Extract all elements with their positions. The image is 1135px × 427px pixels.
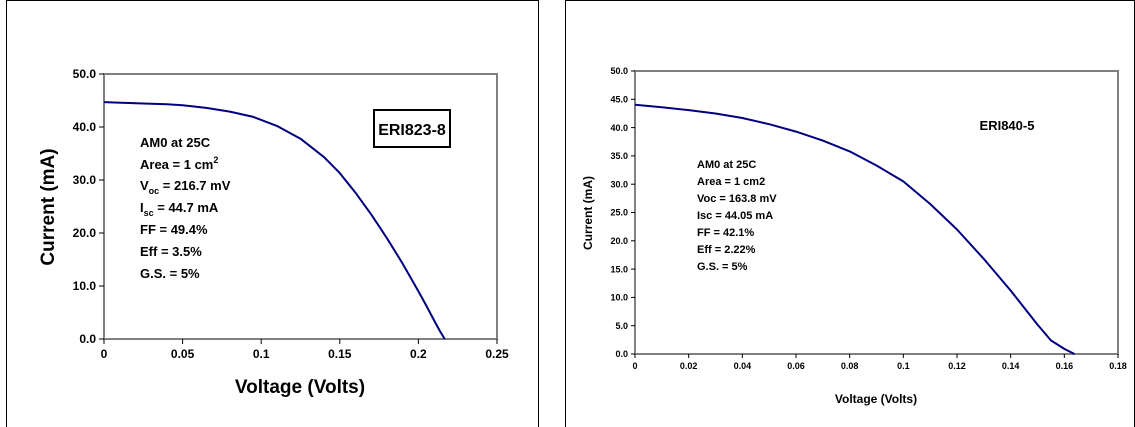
x-tick-label: 0.1 xyxy=(253,347,270,361)
x-tick-label: 0.16 xyxy=(1056,361,1074,371)
y-tick-label: 50.0 xyxy=(610,66,628,76)
y-axis-label-2: Current (mA) xyxy=(581,176,595,250)
sample-label-box-1 xyxy=(373,109,451,148)
y-tick-label: 5.0 xyxy=(615,321,628,331)
x-tick-label: 0 xyxy=(632,361,637,371)
plot-area-1 xyxy=(103,73,498,340)
x-tick-label: 0.1 xyxy=(897,361,910,371)
y-tick-label: 50.0 xyxy=(73,67,97,81)
x-tick-label: 0.06 xyxy=(787,361,805,371)
y-axis-label-1: Current (mA) xyxy=(38,148,59,265)
x-tick-label: 0.25 xyxy=(485,347,509,361)
annotation-line: Isc = 44.05 mA xyxy=(697,210,773,222)
x-tick-label: 0.18 xyxy=(1109,361,1127,371)
x-tick-label: 0.15 xyxy=(328,347,352,361)
x-tick-label: 0.02 xyxy=(680,361,698,371)
y-tick-label: 30.0 xyxy=(610,179,628,189)
x-tick-label: 0.04 xyxy=(734,361,752,371)
y-tick-label: 35.0 xyxy=(610,151,628,161)
x-tick-label: 0 xyxy=(101,347,108,361)
x-tick-label: 0.2 xyxy=(410,347,427,361)
sample-label-2: ERI840-5 xyxy=(980,118,1035,133)
x-tick-label: 0.14 xyxy=(1002,361,1020,371)
x-tick-label: 0.05 xyxy=(171,347,195,361)
annotation-line: FF = 49.4% xyxy=(140,222,208,237)
y-tick-label: 45.0 xyxy=(610,94,628,104)
annotation-line: AM0 at 25C xyxy=(140,135,211,150)
chart-2-svg: 0.0 5.0 10.0 15.0 20.0 25.0 30.0 35.0 40.0 45.0 50… xyxy=(581,66,1127,406)
annotation-line: Area = 1 cm2 xyxy=(697,176,765,188)
chart-1-svg: 0.0 10.0 20.0 30.0 40.0 50.0 0 0.05 0.1 0.15 0.2 0.… xyxy=(38,67,509,398)
ticks-1: 0.0 10.0 20.0 30.0 40.0 50.0 0 0.05 0.1 0.15 0.2 0.… xyxy=(73,67,509,361)
annotation-block-2: AM0 at 25C Area = 1 cm2 Voc = 163.8 mV I… xyxy=(697,159,777,273)
sample-label-1: ERI823-8 xyxy=(378,122,446,139)
ticks-2: 0.0 5.0 10.0 15.0 20.0 25.0 30.0 35.0 40.0 45.0 50… xyxy=(610,66,1126,371)
annotation-line: AM0 at 25C xyxy=(697,159,756,171)
chart-panel-2: 0.0 5.0 10.0 15.0 20.0 25.0 30.0 35.0 40.0 45.0 50… xyxy=(565,0,1135,427)
annotation-line: G.S. = 5% xyxy=(140,266,200,281)
iv-curve xyxy=(103,101,446,340)
annotation-line: Eff = 3.5% xyxy=(140,244,202,259)
y-tick-label: 0.0 xyxy=(615,349,628,359)
x-axis-label-1: Voltage (Volts) xyxy=(235,377,365,398)
annotation-line: Isc = 44.7 mA xyxy=(140,200,219,218)
annotation-block-1: AM0 at 25C Area = 1 cm2 Voc = 216.7 mV I… xyxy=(140,135,231,281)
chart-panel-1: 0.0 10.0 20.0 30.0 40.0 50.0 0 0.05 0.1 0.15 0.2 0.… xyxy=(6,0,539,427)
annotation-line: Area = 1 cm2 xyxy=(140,155,218,172)
y-tick-label: 25.0 xyxy=(610,208,628,218)
y-tick-label: 40.0 xyxy=(73,120,97,134)
annotation-line: Voc = 163.8 mV xyxy=(697,193,777,205)
y-tick-label: 15.0 xyxy=(610,264,628,274)
x-axis-label-2: Voltage (Volts) xyxy=(835,392,917,406)
series-line-2 xyxy=(634,103,1075,355)
series-line-1 xyxy=(103,101,446,340)
x-tick-label: 0.08 xyxy=(841,361,859,371)
y-tick-label: 10.0 xyxy=(73,279,97,293)
annotation-line: Voc = 216.7 mV xyxy=(140,178,231,196)
y-tick-label: 0.0 xyxy=(79,332,96,346)
annotation-line: FF = 42.1% xyxy=(697,227,754,239)
y-tick-label: 30.0 xyxy=(73,173,97,187)
annotation-line: Eff = 2.22% xyxy=(697,244,756,256)
y-tick-label: 20.0 xyxy=(610,236,628,246)
y-tick-label: 10.0 xyxy=(610,293,628,303)
iv-curve xyxy=(634,103,1075,355)
y-tick-label: 20.0 xyxy=(73,226,97,240)
y-tick-label: 40.0 xyxy=(610,123,628,133)
annotation-line: G.S. = 5% xyxy=(697,261,748,273)
x-tick-label: 0.12 xyxy=(948,361,966,371)
